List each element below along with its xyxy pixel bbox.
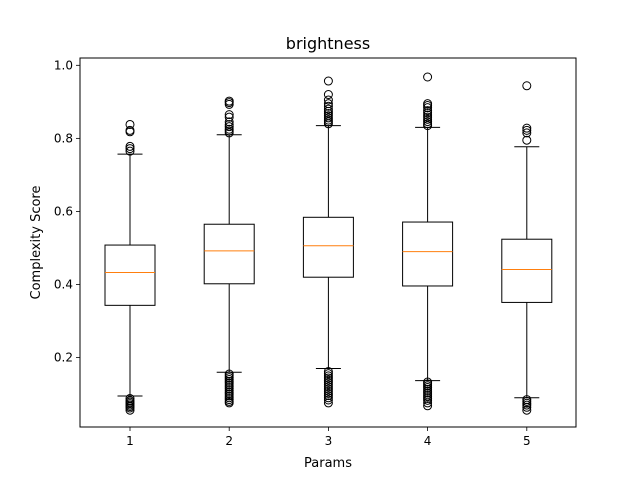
box-2-flier-4: [224, 119, 234, 129]
box-1-flier-0: [125, 146, 135, 156]
box-2-flier-6: [224, 112, 234, 122]
y-tick-label-2: 0.6: [54, 204, 73, 218]
box-5-flier-3: [522, 123, 532, 133]
y-axis-label: Complexity Score: [29, 186, 44, 300]
x-tick-label-4: 5: [523, 434, 531, 448]
box-1-iqr-box: [104, 244, 156, 306]
box-3-flier-15: [323, 371, 333, 381]
box-3-flier-3: [323, 113, 333, 123]
box-3-flier-2: [323, 115, 333, 125]
box-4-flier-8: [423, 103, 433, 113]
axes-frame: [79, 57, 577, 428]
box-3-flier-21: [323, 384, 333, 394]
box-3-flier-13: [323, 366, 333, 376]
box-5-flier-8: [522, 400, 532, 410]
box-1-flier-13: [125, 405, 135, 415]
box-2-flier-10: [224, 96, 234, 106]
box-5-flier-10: [522, 405, 532, 415]
box-2-flier-27: [224, 398, 234, 408]
box-5-flier-2: [522, 125, 532, 135]
plot-area: 0.2 0.4 0.6 0.8 1.0 1 2 3 4 5: [54, 58, 553, 448]
box-3-flier-16: [323, 373, 333, 383]
box-3-flier-9: [323, 99, 333, 109]
box-3-flier-24: [323, 391, 333, 401]
y-tick-label-1: 0.4: [54, 278, 73, 292]
box-4-flier-6: [423, 108, 433, 118]
chart-title: brightness: [286, 34, 370, 53]
box-3-flier-20: [323, 382, 333, 392]
box-5-flier-0: [522, 135, 532, 145]
box-4-flier-22: [423, 395, 433, 405]
box-2-flier-3: [224, 122, 234, 132]
box-3-flier-17: [323, 375, 333, 385]
box-3-flier-23: [323, 388, 333, 398]
box-4-flier-3: [423, 114, 433, 124]
box-3-flier-7: [323, 104, 333, 114]
box-3-flier-14: [323, 369, 333, 379]
box-3-flier-18: [323, 377, 333, 387]
box-1-flier-4: [125, 125, 135, 135]
y-tick-label-3: 0.8: [54, 131, 73, 145]
box-4-flier-11: [423, 72, 433, 82]
box-5-iqr-box: [501, 238, 553, 303]
box-1-flier-1: [125, 144, 135, 154]
box-3-flier-12: [323, 76, 333, 86]
box-2-iqr-box: [203, 223, 255, 285]
box-4-flier-24: [423, 401, 433, 411]
y-tick-label-0: 0.2: [54, 351, 73, 365]
box-3-iqr-box: [302, 216, 354, 278]
box-5-flier-9: [522, 402, 532, 412]
box-3-flier-25: [323, 393, 333, 403]
x-tick-label-3: 4: [424, 434, 432, 448]
x-tick-label-2: 3: [325, 434, 333, 448]
box-4-iqr-box: [402, 221, 454, 287]
box-3-flier-4: [323, 111, 333, 121]
box-3-flier-22: [323, 386, 333, 396]
box-2-flier-7: [224, 110, 234, 120]
box-1-flier-2: [125, 141, 135, 151]
box-5-flier-4: [522, 81, 532, 91]
box-4-flier-10: [423, 99, 433, 109]
box-1-flier-5: [125, 119, 135, 129]
box-4-flier-23: [423, 398, 433, 408]
box-3-flier-27: [323, 398, 333, 408]
box-2-flier-2: [224, 124, 234, 134]
box-3-flier-8: [323, 101, 333, 111]
x-axis-label: Params: [304, 456, 352, 471]
box-4-flier-4: [423, 112, 433, 122]
box-4-flier-1: [423, 119, 433, 129]
box-2-flier-5: [224, 117, 234, 127]
box-1-flier-12: [125, 403, 135, 413]
box-4-flier-5: [423, 110, 433, 120]
box-3-flier-11: [323, 90, 333, 100]
box-4-flier-7: [423, 106, 433, 116]
y-tick-label-4: 1.0: [54, 58, 73, 72]
box-3-flier-5: [323, 109, 333, 119]
box-3-flier-26: [323, 395, 333, 405]
x-tick-label-0: 1: [126, 434, 134, 448]
box-5-flier-1: [522, 128, 532, 138]
box-4-flier-2: [423, 117, 433, 127]
box-3-flier-10: [323, 95, 333, 105]
x-tick-label-1: 2: [225, 434, 233, 448]
box-3-flier-19: [323, 380, 333, 390]
